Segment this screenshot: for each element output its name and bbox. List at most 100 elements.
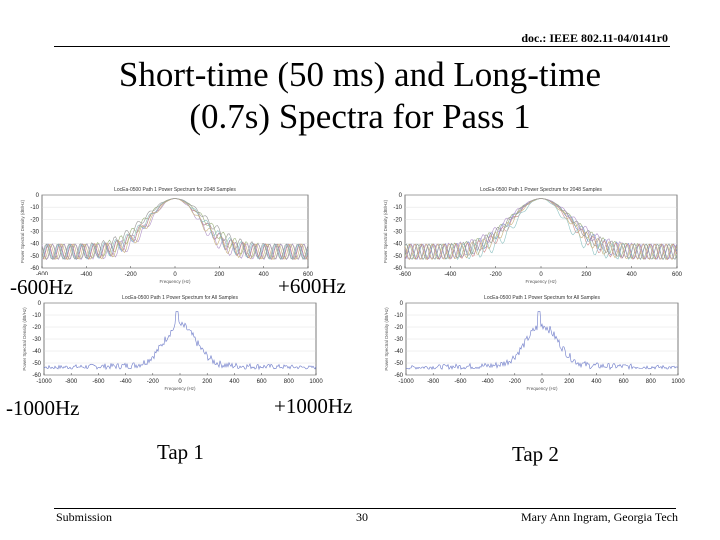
x-tick-label: -600 bbox=[92, 379, 105, 385]
plot-title: LocEa-0500 Path 1 Power Spectrum for 204… bbox=[114, 187, 236, 193]
plot-title: LocEa-0500 Path 1 Power Spectrum for 204… bbox=[480, 187, 602, 193]
y-tick-label: 0 bbox=[36, 193, 40, 199]
x-tick-label: -600 bbox=[454, 379, 467, 385]
y-tick-label: 0 bbox=[400, 301, 404, 307]
x-tick-label: 0 bbox=[540, 379, 544, 385]
x-tick-label: -600 bbox=[399, 272, 412, 278]
y-tick-label: -60 bbox=[394, 373, 403, 379]
plot-title: LocEa-0500 Path 1 Power Spectrum for All… bbox=[122, 295, 238, 301]
y-tick-label: 0 bbox=[38, 301, 42, 307]
x-tick-label: -200 bbox=[125, 272, 138, 278]
y-tick-label: -10 bbox=[32, 313, 41, 319]
x-tick-label: 400 bbox=[229, 379, 240, 385]
y-tick-label: -60 bbox=[30, 266, 39, 272]
footer-submission: Submission bbox=[56, 510, 113, 524]
x-tick-label: 600 bbox=[672, 272, 683, 278]
x-tick-label: 400 bbox=[259, 272, 270, 278]
y-tick-label: -40 bbox=[393, 242, 402, 248]
y-tick-label: -20 bbox=[393, 217, 402, 223]
y-tick-label: -10 bbox=[394, 313, 403, 319]
x-axis-label: Frequency (Hz) bbox=[526, 386, 558, 391]
slide-title: Short-time (50 ms) and Long-time (0.7s) … bbox=[40, 54, 680, 138]
x-tick-label: 200 bbox=[202, 379, 213, 385]
x-tick-label: 600 bbox=[619, 379, 630, 385]
x-tick-label: -400 bbox=[482, 379, 495, 385]
spectrum-trace bbox=[43, 311, 317, 371]
x-axis-label: Frequency (Hz) bbox=[164, 386, 196, 391]
label-plus-1000hz: +1000Hz bbox=[274, 394, 353, 418]
x-tick-label: 400 bbox=[591, 379, 602, 385]
y-axis-label: Power Spectral Density (dB/Hz) bbox=[384, 307, 389, 371]
y-tick-label: 0 bbox=[399, 193, 403, 199]
footer-author: Mary Ann Ingram, Georgia Tech bbox=[520, 510, 678, 524]
y-tick-label: -20 bbox=[394, 325, 403, 331]
footer-rule bbox=[54, 508, 676, 509]
x-tick-label: 200 bbox=[564, 379, 575, 385]
y-tick-label: -20 bbox=[32, 325, 41, 331]
spectrum-trace bbox=[405, 311, 679, 371]
plot-title: LocEa-0500 Path 1 Power Spectrum for All… bbox=[484, 295, 600, 301]
y-axis-label: Power Spectral Density (dB/Hz) bbox=[383, 199, 388, 263]
x-tick-label: -800 bbox=[65, 379, 78, 385]
label-tap-2: Tap 2 bbox=[512, 442, 559, 466]
label-plus-600hz: +600Hz bbox=[278, 274, 346, 298]
x-tick-label: -1000 bbox=[398, 379, 414, 385]
spectrum-trace bbox=[404, 198, 677, 261]
y-tick-label: -40 bbox=[394, 349, 403, 355]
y-tick-label: -30 bbox=[32, 337, 41, 343]
y-tick-label: -50 bbox=[32, 361, 41, 367]
x-tick-label: 800 bbox=[646, 379, 657, 385]
y-tick-label: -30 bbox=[30, 230, 39, 236]
document-id: doc.: IEEE 802.11-04/0141r0 bbox=[521, 31, 668, 45]
label-tap-1: Tap 1 bbox=[157, 440, 204, 464]
plot-tap2-long-time: LocEa-0500 Path 1 Power Spectrum for All… bbox=[378, 289, 690, 399]
header-rule bbox=[54, 46, 670, 47]
x-tick-label: -200 bbox=[509, 379, 522, 385]
x-tick-label: 1000 bbox=[671, 379, 685, 385]
x-tick-label: 1000 bbox=[309, 379, 323, 385]
y-tick-label: -50 bbox=[393, 254, 402, 260]
y-tick-label: -60 bbox=[393, 266, 402, 272]
plot-tap1-short-time-svg: LocEa-0500 Path 1 Power Spectrum for 204… bbox=[20, 187, 314, 284]
x-tick-label: 200 bbox=[214, 272, 225, 278]
x-tick-label: -200 bbox=[490, 272, 503, 278]
y-tick-label: -40 bbox=[30, 242, 39, 248]
y-tick-label: -10 bbox=[393, 205, 402, 211]
y-tick-label: -50 bbox=[30, 254, 39, 260]
plot-tap1-long-time-svg: LocEa-0500 Path 1 Power Spectrum for All… bbox=[22, 295, 323, 391]
plot-tap1-long-time: LocEa-0500 Path 1 Power Spectrum for All… bbox=[12, 289, 348, 399]
plot-tap2-short-time-svg: LocEa-0500 Path 1 Power Spectrum for 204… bbox=[383, 187, 683, 284]
x-tick-label: 800 bbox=[284, 379, 295, 385]
x-tick-label: -800 bbox=[427, 379, 440, 385]
x-axis-label: Frequency (Hz) bbox=[159, 279, 191, 284]
x-tick-label: -400 bbox=[444, 272, 457, 278]
label-minus-600hz: -600Hz bbox=[8, 275, 75, 299]
slide-title-line-1: Short-time (50 ms) and Long-time bbox=[118, 55, 602, 94]
x-tick-label: 400 bbox=[627, 272, 638, 278]
y-tick-label: -30 bbox=[393, 230, 402, 236]
y-axis-label: Power Spectral Density (dB/Hz) bbox=[20, 199, 25, 263]
x-tick-label: 0 bbox=[539, 272, 543, 278]
slide-title-line-2: (0.7s) Spectra for Pass 1 bbox=[189, 97, 531, 136]
x-tick-label: 200 bbox=[581, 272, 592, 278]
y-tick-label: -30 bbox=[394, 337, 403, 343]
plot-tap2-long-time-svg: LocEa-0500 Path 1 Power Spectrum for All… bbox=[384, 295, 685, 391]
x-tick-label: 0 bbox=[178, 379, 182, 385]
plot-tap1-short-time: LocEa-0500 Path 1 Power Spectrum for 204… bbox=[12, 180, 317, 290]
y-tick-label: -40 bbox=[32, 349, 41, 355]
footer-page-number: 30 bbox=[356, 510, 368, 524]
label-minus-1000hz: -1000Hz bbox=[4, 396, 82, 420]
x-tick-label: -200 bbox=[147, 379, 160, 385]
y-axis-label: Power Spectral Density (dB/Hz) bbox=[22, 307, 27, 371]
spectrum-trace bbox=[404, 198, 677, 261]
x-axis-label: Frequency (Hz) bbox=[525, 279, 557, 284]
x-tick-label: 600 bbox=[257, 379, 268, 385]
x-tick-label: 600 bbox=[303, 272, 314, 278]
y-tick-label: -60 bbox=[32, 373, 41, 379]
x-tick-label: -1000 bbox=[36, 379, 52, 385]
x-tick-label: 0 bbox=[173, 272, 177, 278]
y-tick-label: -10 bbox=[30, 205, 39, 211]
y-tick-label: -50 bbox=[394, 361, 403, 367]
plot-tap2-short-time: LocEa-0500 Path 1 Power Spectrum for 204… bbox=[375, 180, 687, 290]
x-tick-label: -400 bbox=[80, 272, 93, 278]
